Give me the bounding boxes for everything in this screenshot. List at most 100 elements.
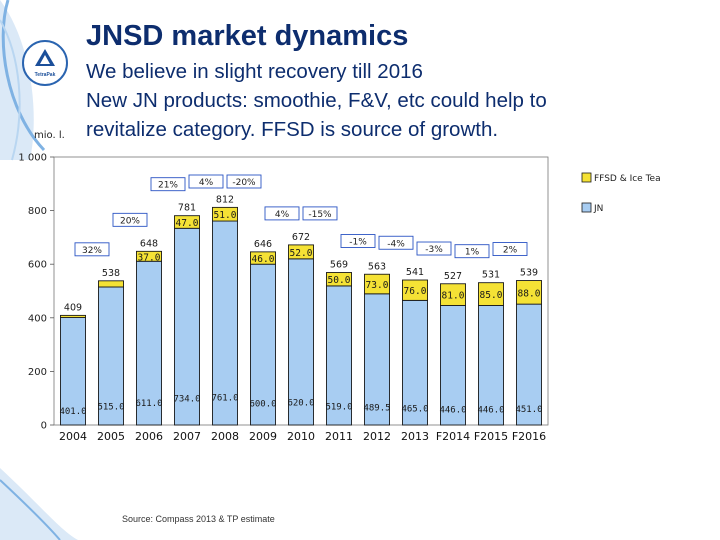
- bar-ffsd: [516, 280, 542, 305]
- jn-value-label: 446.0: [439, 405, 466, 415]
- legend-swatch-ffsd: [581, 172, 592, 183]
- total-label: 563: [368, 261, 386, 272]
- ffsd-value-label: 37.0: [138, 252, 161, 263]
- total-label: 409: [64, 302, 82, 313]
- ffsd-value-label: 73.0: [366, 280, 389, 291]
- bar-ffsd: [440, 283, 466, 306]
- legend-label-ffsd: FFSD & Ice Tea: [594, 174, 661, 184]
- x-tick-label: 2007: [173, 430, 201, 443]
- total-label: 648: [140, 238, 158, 249]
- growth-callout-label: 1%: [465, 248, 480, 258]
- x-tick-label: 2005: [97, 430, 125, 443]
- bar-jn: [326, 285, 352, 426]
- bar-jn: [478, 305, 504, 426]
- growth-callout-label: -15%: [308, 210, 332, 220]
- bar-ffsd: [364, 273, 390, 295]
- bar-ffsd: [478, 282, 504, 306]
- growth-callout-box: [74, 242, 110, 257]
- subtitle-line-3: revitalize category. FFSD is source of g…: [86, 118, 499, 141]
- jn-value-label: 600.0: [249, 399, 276, 409]
- jn-value-label: 515.0: [97, 403, 124, 413]
- growth-callout-box: [188, 174, 224, 189]
- jn-value-label: 620.0: [287, 399, 314, 409]
- bar-ffsd: [98, 280, 124, 288]
- growth-callout-label: 4%: [199, 178, 214, 188]
- bar-jn: [212, 220, 238, 426]
- x-tick-label: 2012: [363, 430, 391, 443]
- growth-callout-box: [264, 206, 300, 221]
- x-tick-label: 2010: [287, 430, 315, 443]
- growth-callout-box: [150, 177, 186, 192]
- jn-value-label: 611.0: [135, 399, 162, 409]
- total-label: 538: [102, 268, 120, 279]
- total-label: 541: [406, 267, 424, 278]
- y-tick-label: 200: [28, 367, 47, 378]
- bar-ffsd: [136, 250, 162, 262]
- growth-callout-box: [340, 234, 376, 248]
- source-note: Source: Compass 2013 & TP estimate: [122, 514, 275, 524]
- growth-callout-label: 21%: [158, 181, 178, 191]
- total-label: 781: [178, 203, 196, 214]
- growth-callout-label: 2%: [503, 246, 518, 256]
- growth-callout-label: -20%: [232, 178, 256, 188]
- y-tick-label: 0: [41, 421, 47, 432]
- total-label: 569: [330, 260, 348, 271]
- bar-ffsd: [326, 272, 352, 287]
- tetrapak-logo: TetraPak: [22, 40, 68, 86]
- bar-jn: [364, 293, 390, 426]
- x-tick-label: F2015: [474, 430, 508, 443]
- total-label: 539: [520, 268, 538, 279]
- jn-value-label: 451.0: [515, 405, 542, 415]
- ffsd-value-label: 76.0: [404, 286, 427, 297]
- growth-callout-label: 4%: [275, 210, 290, 220]
- unit-label: mio. l.: [34, 130, 65, 141]
- jn-value-label: 401.0: [59, 407, 86, 417]
- growth-callout-label: 32%: [82, 246, 102, 256]
- x-tick-label: F2016: [512, 430, 546, 443]
- ffsd-value-label: 47.0: [176, 218, 199, 229]
- logo-text: TetraPak: [34, 72, 56, 78]
- x-tick-label: 2008: [211, 430, 239, 443]
- legend-label-jn: JN: [593, 204, 603, 214]
- tetrapak-logo-icon: [35, 49, 55, 66]
- legend-swatch-jn: [581, 202, 592, 213]
- jn-value-label: 734.0: [173, 394, 200, 404]
- total-label: 531: [482, 270, 500, 281]
- subtitle-line-2: New JN products: smoothie, F&V, etc coul…: [86, 89, 547, 112]
- ffsd-value-label: 81.0: [442, 291, 465, 302]
- bar-jn: [174, 227, 200, 426]
- y-tick-label: 400: [28, 313, 47, 324]
- total-label: 527: [444, 271, 462, 282]
- growth-callout-box: [492, 242, 528, 256]
- growth-callout-label: -4%: [387, 239, 405, 249]
- growth-callout-box: [416, 241, 452, 256]
- total-label: 812: [216, 194, 234, 205]
- x-tick-label: 2013: [401, 430, 429, 443]
- total-label: 646: [254, 239, 272, 250]
- growth-callout-label: -3%: [425, 245, 443, 255]
- bar-jn: [440, 305, 466, 426]
- ffsd-value-label: 46.0: [252, 254, 275, 265]
- bar-ffsd: [402, 279, 428, 301]
- growth-callout-box: [112, 212, 148, 227]
- y-tick-label: 800: [28, 206, 47, 217]
- ffsd-value-label: 88.0: [518, 288, 541, 299]
- bar-jn: [288, 258, 314, 426]
- growth-callout-label: 20%: [120, 216, 140, 226]
- bar-ffsd: [288, 244, 314, 260]
- subtitle-line-1: We believe in slight recovery till 2016: [86, 60, 423, 83]
- x-tick-label: 2009: [249, 430, 277, 443]
- bar-jn: [402, 299, 428, 426]
- x-tick-label: F2014: [436, 430, 470, 443]
- bar-ffsd: [212, 206, 238, 222]
- jn-value-label: 519.0: [325, 403, 352, 413]
- growth-callout-box: [454, 244, 490, 259]
- bar-jn: [136, 260, 162, 426]
- ffsd-value-label: 85.0: [480, 290, 503, 301]
- jn-value-label: 489.5: [363, 404, 390, 414]
- growth-callout-box: [302, 206, 338, 221]
- x-tick-label: 2004: [59, 430, 87, 443]
- jn-value-label: 465.0: [401, 405, 428, 415]
